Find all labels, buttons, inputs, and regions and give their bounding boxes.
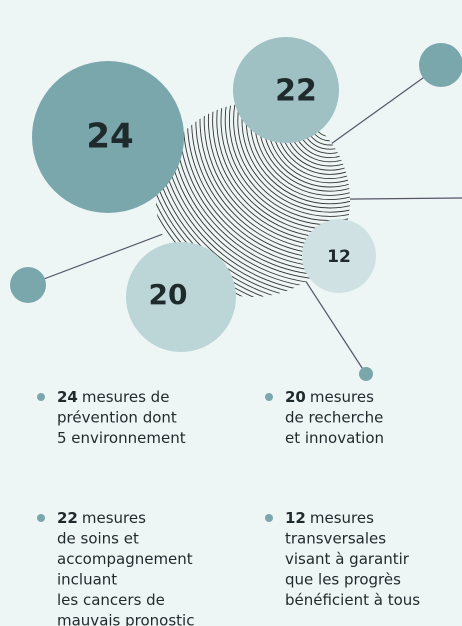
bubble (233, 37, 339, 143)
dot (359, 367, 373, 381)
legend-text: 20 mesures (285, 388, 374, 406)
bubble-label: 22 (275, 74, 317, 109)
bubble-label: 12 (327, 247, 351, 267)
legend-text: 12 mesures (285, 509, 374, 527)
legend-line: mesures (82, 509, 146, 527)
legend-text: 5 environnement (57, 429, 186, 447)
legend-text: que les progrès (285, 571, 401, 589)
legend-text: les cancers de (57, 591, 165, 609)
legend-number: 20 (285, 388, 306, 406)
legend-text: de recherche (285, 409, 383, 427)
hatch-line (241, 103, 350, 209)
legend: 24 mesures de prévention dont 5 environneme… (37, 388, 420, 626)
legend-text: mauvais pronostic (57, 612, 194, 626)
legend-text: 22 mesures (57, 509, 146, 527)
legend-text: visant à garantir (285, 550, 410, 568)
bubble (32, 61, 184, 213)
hatch-line (237, 103, 350, 213)
legend-text: transversales (285, 530, 386, 548)
bullet (37, 514, 45, 522)
legend-number: 22 (57, 509, 78, 527)
bullet (37, 393, 45, 401)
legend-line: mesures (310, 388, 374, 406)
bubble-label: 24 (86, 117, 133, 157)
legend-text: et innovation (285, 429, 384, 447)
legend-text: 24 mesures de (57, 388, 169, 406)
bubble (126, 242, 236, 352)
legend-text: accompagnement (57, 550, 193, 568)
legend-text: de soins et (57, 530, 139, 548)
legend-text: prévention dont (57, 409, 177, 427)
bubble (302, 219, 376, 293)
dot (419, 43, 462, 87)
legend-number: 12 (285, 509, 306, 527)
legend-line: mesures de (82, 388, 170, 406)
legend-line: mesures (310, 509, 374, 527)
legend-number: 24 (57, 388, 78, 406)
bullet (265, 514, 273, 522)
legend-text: incluant (57, 571, 117, 589)
bullet (265, 393, 273, 401)
legend-text: bénéficient à tous (285, 591, 420, 609)
hatch-line (233, 103, 350, 217)
bubble-label: 20 (149, 278, 188, 311)
dot (10, 267, 46, 303)
